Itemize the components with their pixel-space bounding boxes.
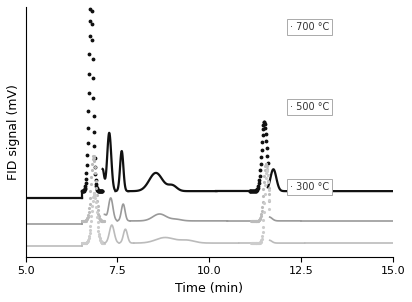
Text: · 300 °C: · 300 °C (290, 182, 329, 192)
Text: · 700 °C: · 700 °C (290, 22, 329, 32)
Y-axis label: FID signal (mV): FID signal (mV) (7, 84, 20, 180)
Text: · 500 °C: · 500 °C (290, 102, 329, 112)
X-axis label: Time (min): Time (min) (175, 282, 243, 295)
